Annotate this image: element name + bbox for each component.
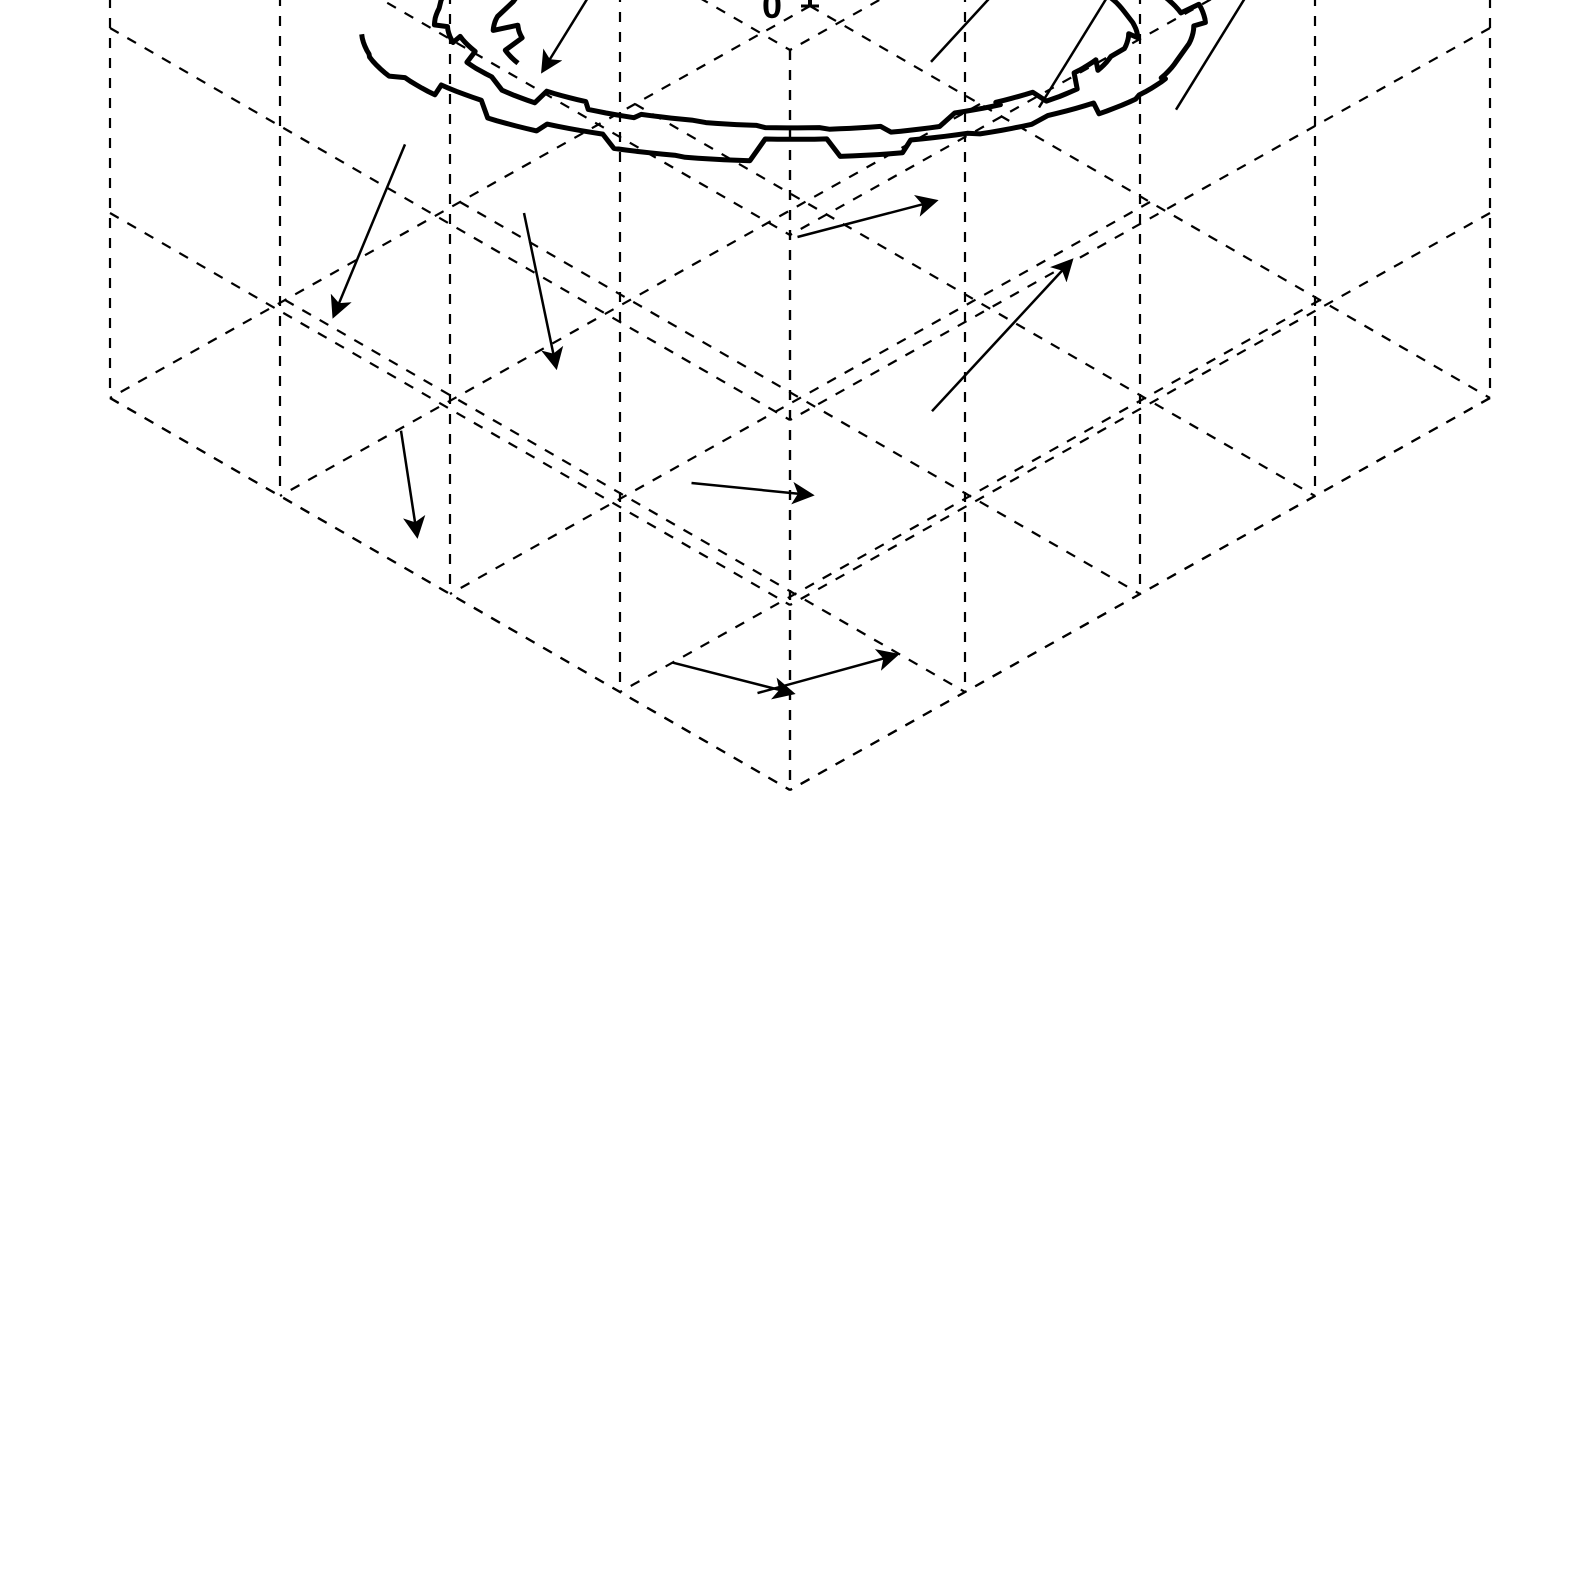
direction-arrow: [543, 0, 666, 70]
direction-arrow: [692, 483, 812, 495]
direction-arrow: [1176, 0, 1281, 110]
direction-arrow: [673, 663, 793, 694]
direction-arrow: [932, 261, 1071, 411]
trajectory-curve: [362, 0, 1206, 161]
direction-arrow: [334, 144, 405, 315]
direction-arrow: [401, 431, 417, 536]
chart-svg: -0.04-0.03-0.02-0.010-0.04-0.03-0.02-0.0…: [0, 0, 1580, 1582]
chart-container: -0.04-0.03-0.02-0.010-0.04-0.03-0.02-0.0…: [0, 0, 1580, 1582]
direction-arrow: [931, 0, 1071, 62]
direction-arrow: [524, 213, 556, 367]
direction-arrow: [758, 655, 897, 693]
svg-text:0: 0: [762, 0, 782, 26]
